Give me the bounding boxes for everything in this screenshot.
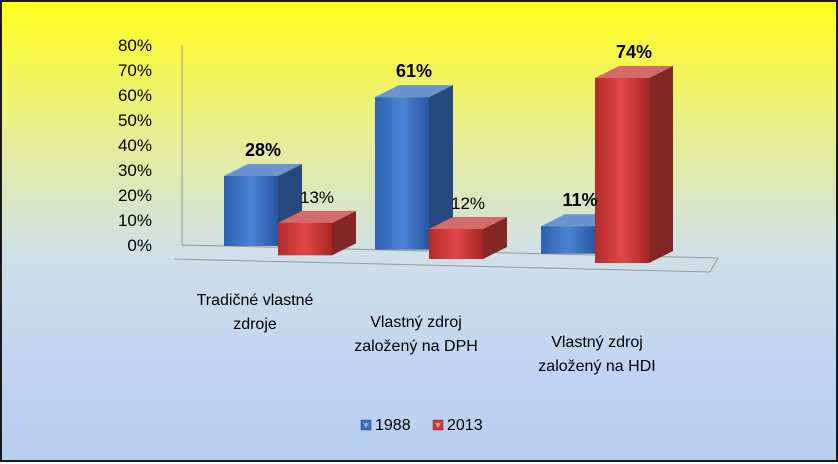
legend-swatch [360,419,372,431]
y-tick-label: 30% [118,161,152,180]
bar [278,210,356,256]
bar-front [595,78,649,264]
legend-swatch-marker [435,423,441,428]
y-tick-label: 40% [118,136,152,155]
bar [429,216,507,259]
bar-front [429,228,483,259]
data-label: 74% [616,42,652,62]
y-tick-label: 60% [118,86,152,105]
category-label: Tradičné vlastné zdroje [197,292,314,333]
y-tick-label: 80% [118,36,152,55]
legend-label: 1988 [375,417,411,434]
labels: 28% 61% 11% 13% 12% 74% Tradičné vlastné zdroje… [197,42,656,375]
bar-front [278,222,332,256]
bars [224,66,673,264]
data-label: 13% [300,188,334,207]
data-label: 11% [562,190,597,210]
bar-top [595,66,673,79]
bar-side [483,216,507,259]
legend-swatch [432,419,444,431]
bar-front [375,97,429,250]
y-tick-label: 50% [118,111,152,130]
category-label: Vlastný zdroj založený na HDI [538,334,655,375]
data-label: 28% [245,140,281,160]
bar-side [332,210,356,256]
category-label: Vlastný zdroj založený na DPH [354,314,478,355]
legend-swatch-marker [363,423,369,428]
data-label: 12% [451,194,485,213]
bar [375,85,453,250]
bar-top [224,164,302,177]
bar-front [541,226,595,254]
bar-top [375,85,453,98]
bar-top [278,210,356,223]
y-tick-label: 0% [127,236,152,255]
data-label: 61% [396,61,432,81]
legend-label: 2013 [447,417,483,434]
y-tick-label: 10% [118,211,152,230]
axes: 0% 10% 20% 30% 40% 50% 60% 70% 80% [118,36,719,273]
bar-front [224,176,278,247]
bar-side [649,66,673,264]
y-tick-label: 70% [118,61,152,80]
legend: 1988 2013 [360,417,483,434]
y-tick-label: 20% [118,186,152,205]
bar [595,66,673,264]
bar-side [429,85,453,250]
bar-top [429,216,507,229]
